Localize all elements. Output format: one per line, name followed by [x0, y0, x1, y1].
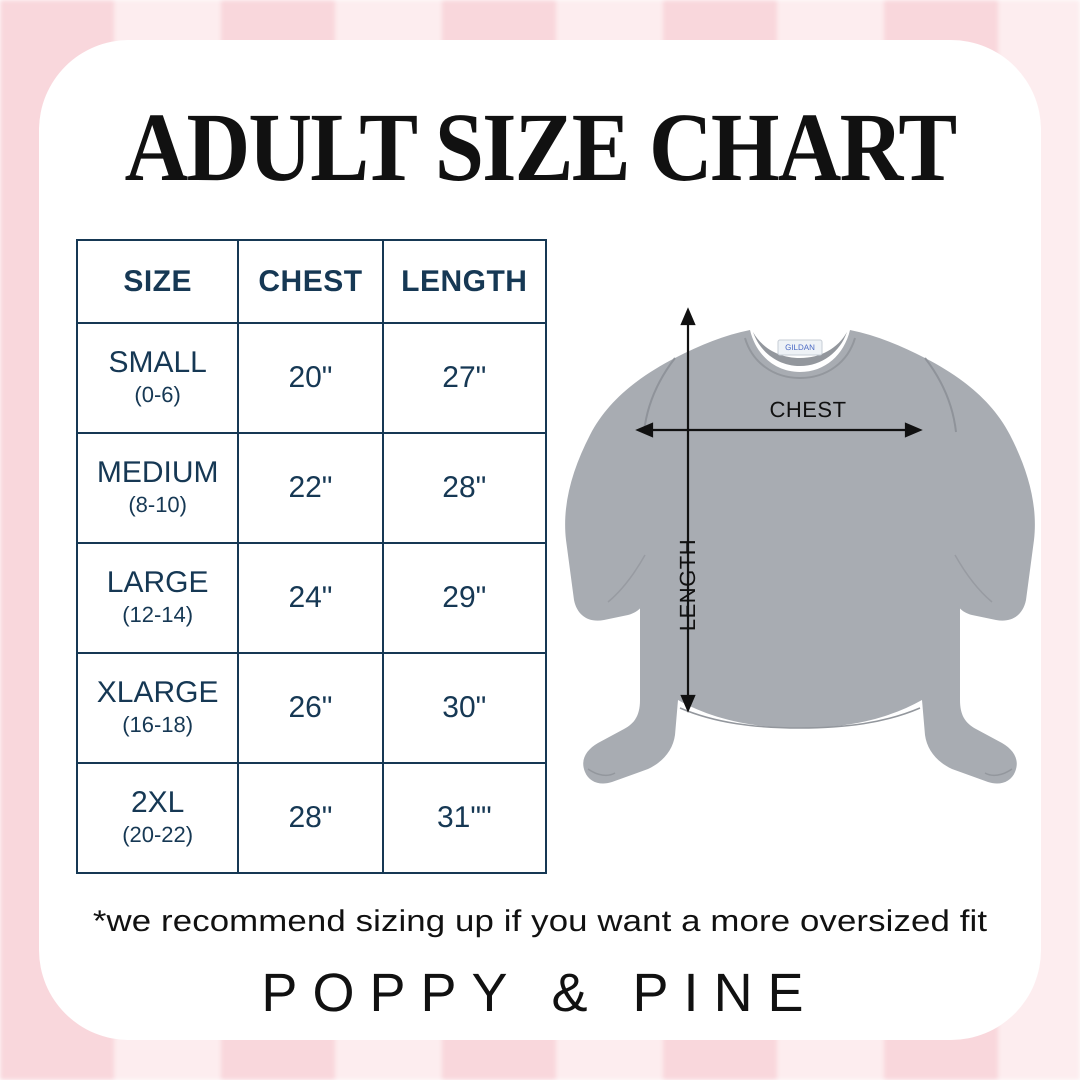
svg-text:GILDAN: GILDAN	[785, 343, 815, 352]
